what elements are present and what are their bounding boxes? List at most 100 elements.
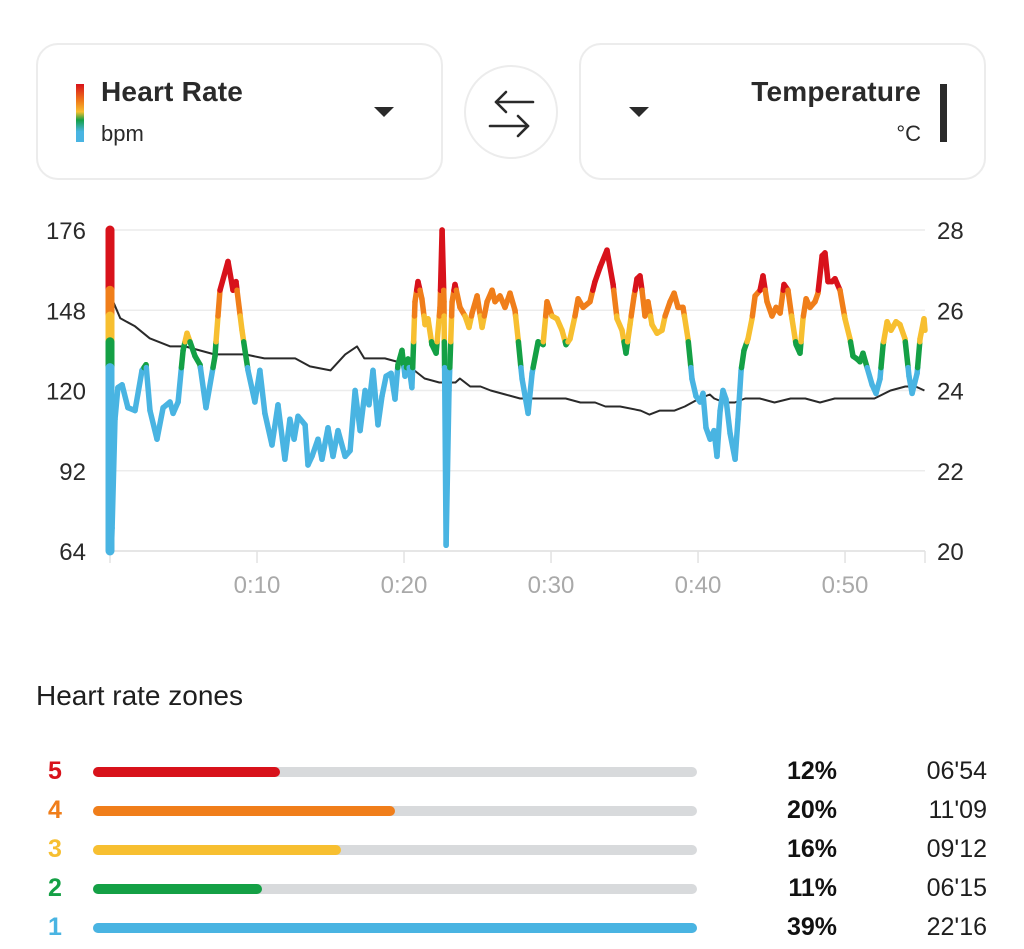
zone-progress-fill bbox=[93, 923, 697, 933]
heart-rate-segment bbox=[115, 388, 118, 420]
heart-rate-segment bbox=[543, 316, 545, 342]
zone-number: 4 bbox=[44, 796, 66, 825]
heart-rate-segment bbox=[451, 316, 452, 342]
left-metric-selector[interactable]: Heart Rate bpm bbox=[36, 43, 443, 180]
y-tick-label-left: 176 bbox=[46, 218, 86, 245]
heart-rate-segment bbox=[516, 316, 519, 339]
heart-rate-segment bbox=[218, 290, 220, 316]
zone-row: 4 20% 11'09 bbox=[0, 796, 1024, 832]
y-axis-right: 28 26 24 22 20 bbox=[937, 218, 964, 566]
zone-percent: 20% bbox=[787, 796, 837, 825]
heart-rate-segment bbox=[631, 296, 634, 316]
heart-rate-segment bbox=[752, 296, 755, 316]
heart-rate-segment bbox=[449, 368, 450, 391]
heart-rate-segment bbox=[905, 342, 908, 368]
heart-rate-segment bbox=[413, 342, 414, 368]
swap-metrics-button[interactable] bbox=[464, 65, 558, 159]
heart-rate-segment bbox=[688, 342, 691, 368]
heart-rate-segment bbox=[533, 342, 538, 368]
heart-rate-segment bbox=[518, 342, 521, 368]
zone-progress-track bbox=[93, 845, 697, 855]
heart-rate-segment bbox=[395, 368, 398, 400]
temperature-line-icon bbox=[940, 84, 947, 142]
zone-progress-track bbox=[93, 884, 697, 894]
heart-rate-segment bbox=[428, 319, 432, 342]
heart-rate-segment bbox=[378, 396, 382, 425]
zones-title: Heart rate zones bbox=[36, 680, 243, 712]
heart-rate-segment bbox=[112, 419, 115, 528]
x-tick-label: 0:20 bbox=[381, 572, 428, 599]
y-tick-label-left: 92 bbox=[59, 459, 86, 486]
right-metric-title: Temperature bbox=[751, 76, 921, 108]
y-axis-left: 176 148 120 92 64 bbox=[46, 218, 86, 566]
y-tick-label-right: 26 bbox=[937, 298, 964, 325]
heart-rate-segment bbox=[437, 316, 439, 342]
heart-rate-temperature-chart: 176 148 120 92 64 28 26 24 22 20 0:10 0:20 0:30 0:4… bbox=[0, 205, 1024, 605]
right-metric-selector[interactable]: Temperature °C bbox=[579, 43, 986, 180]
heart-rate-segment bbox=[748, 319, 752, 339]
chevron-down-icon[interactable] bbox=[374, 107, 394, 117]
zone-number: 3 bbox=[44, 835, 66, 864]
heart-rate-segment bbox=[528, 373, 532, 413]
zone-percent: 16% bbox=[787, 835, 837, 864]
zone-duration: 06'15 bbox=[927, 874, 987, 903]
heart-rate-segment bbox=[450, 342, 451, 368]
heart-rate-segment bbox=[157, 408, 163, 440]
zone-number: 1 bbox=[44, 913, 66, 942]
x-tick-label: 0:10 bbox=[234, 572, 281, 599]
zone-progress-fill bbox=[93, 845, 341, 855]
heart-rate-segment bbox=[818, 256, 822, 290]
heart-rate-segment bbox=[122, 385, 128, 408]
heart-rate-segment bbox=[477, 296, 480, 316]
y-tick-label-left: 64 bbox=[59, 539, 86, 566]
zone-percent: 39% bbox=[787, 913, 837, 942]
heart-rate-segment bbox=[607, 250, 613, 284]
left-metric-title: Heart Rate bbox=[101, 76, 243, 108]
zone-progress-fill bbox=[93, 767, 280, 777]
zone-progress-track bbox=[93, 923, 697, 933]
heart-rate-segment bbox=[237, 290, 240, 316]
heart-rate-segment bbox=[801, 319, 803, 342]
heart-rate-segment bbox=[918, 342, 920, 368]
heart-rate-segment bbox=[570, 316, 575, 339]
zone-progress-track bbox=[93, 767, 697, 777]
zone-number: 5 bbox=[44, 757, 66, 786]
swap-arrows-icon bbox=[466, 67, 556, 157]
y-tick-label-right: 22 bbox=[937, 459, 964, 486]
zone-duration: 09'12 bbox=[927, 835, 987, 864]
heart-rate-segment bbox=[780, 290, 783, 313]
heart-rate-segment bbox=[135, 370, 142, 410]
x-tick-label: 0:30 bbox=[528, 572, 575, 599]
y-tick-label-left: 120 bbox=[46, 379, 86, 406]
zone-percent: 11% bbox=[788, 874, 837, 903]
heart-rate-segment bbox=[146, 368, 150, 411]
heart-rate-segment bbox=[446, 391, 449, 546]
zone-number: 2 bbox=[44, 874, 66, 903]
y-tick-label-right: 20 bbox=[937, 539, 964, 566]
heart-rate-segment bbox=[244, 342, 248, 368]
x-tick-label: 0:40 bbox=[675, 572, 722, 599]
chevron-down-icon[interactable] bbox=[629, 107, 649, 117]
x-tick-label: 0:50 bbox=[822, 572, 869, 599]
zone-duration: 11'09 bbox=[928, 796, 987, 825]
zone-progress-fill bbox=[93, 806, 395, 816]
zone-progress-fill bbox=[93, 884, 262, 894]
heart-rate-segment bbox=[412, 368, 413, 388]
heart-rate-segment bbox=[792, 319, 796, 342]
heart-rate-segment bbox=[735, 419, 738, 459]
heart-rate-segment bbox=[414, 316, 415, 342]
heart-rate-gradient-icon bbox=[76, 84, 84, 142]
y-tick-label-right: 24 bbox=[937, 379, 964, 406]
heart-rate-segment bbox=[178, 368, 181, 402]
y-tick-label-right: 28 bbox=[937, 218, 964, 245]
heart-rate-segment bbox=[206, 368, 213, 408]
heart-rate-segment bbox=[717, 411, 720, 457]
heart-rate-segment bbox=[726, 399, 730, 433]
zone-row: 2 11% 06'15 bbox=[0, 874, 1024, 910]
heart-rate-segment bbox=[881, 345, 883, 368]
heart-rate-segment bbox=[845, 319, 850, 339]
y-tick-label-left: 148 bbox=[46, 298, 86, 325]
x-axis: 0:10 0:20 0:30 0:40 0:50 bbox=[110, 551, 925, 599]
heart-rate-segment bbox=[738, 370, 741, 419]
